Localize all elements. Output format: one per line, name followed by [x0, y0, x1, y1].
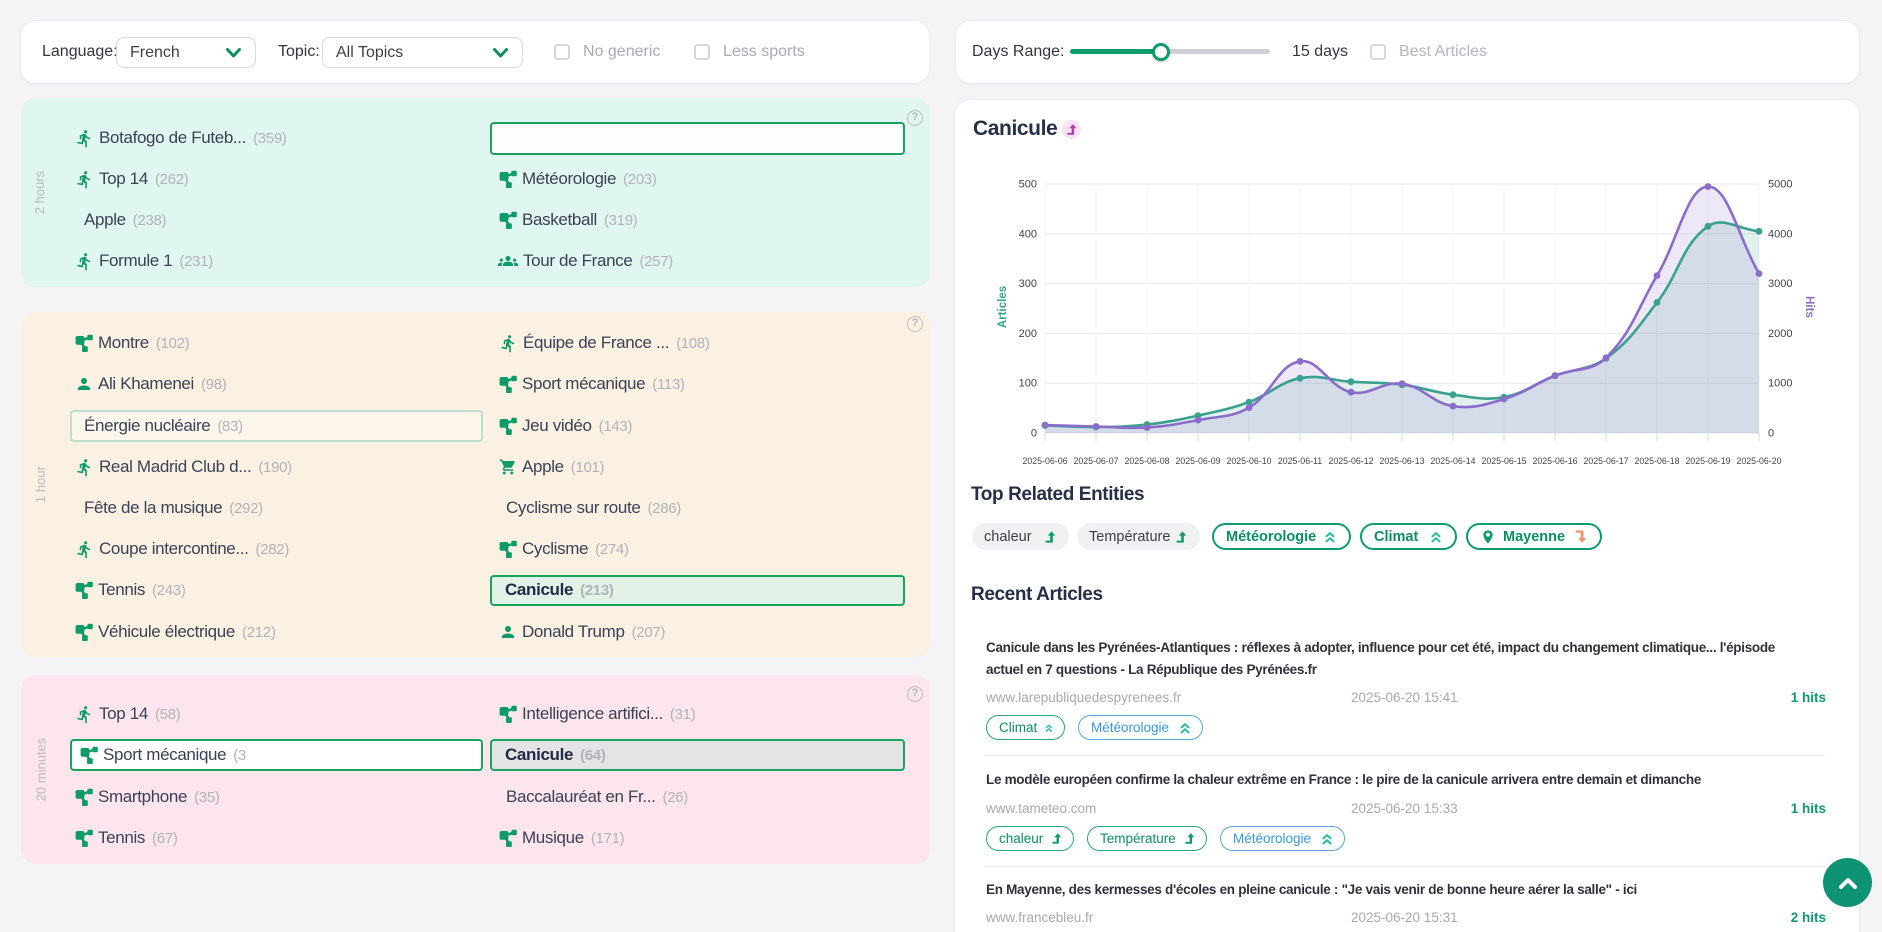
svg-text:2025-06-11: 2025-06-11: [1278, 456, 1322, 466]
svg-text:2025-06-16: 2025-06-16: [1533, 456, 1578, 466]
svg-text:2025-06-08: 2025-06-08: [1125, 456, 1170, 466]
svg-text:500: 500: [1019, 179, 1037, 191]
svg-text:0: 0: [1031, 428, 1037, 440]
svg-text:2025-06-18: 2025-06-18: [1635, 456, 1680, 466]
svg-text:2000: 2000: [1768, 328, 1792, 340]
svg-text:5000: 5000: [1768, 179, 1792, 191]
svg-text:Articles: Articles: [997, 286, 1009, 328]
svg-text:300: 300: [1019, 278, 1037, 290]
svg-text:4000: 4000: [1768, 228, 1792, 240]
svg-text:Hits: Hits: [1803, 296, 1815, 318]
svg-text:2025-06-14: 2025-06-14: [1431, 456, 1476, 466]
svg-text:2025-06-09: 2025-06-09: [1176, 456, 1221, 466]
svg-text:1000: 1000: [1768, 378, 1792, 390]
svg-text:2025-06-10: 2025-06-10: [1227, 456, 1272, 466]
svg-text:2025-06-13: 2025-06-13: [1380, 456, 1425, 466]
svg-text:2025-06-15: 2025-06-15: [1482, 456, 1527, 466]
svg-text:3000: 3000: [1768, 278, 1792, 290]
svg-text:2025-06-17: 2025-06-17: [1584, 456, 1629, 466]
svg-text:2025-06-06: 2025-06-06: [1023, 456, 1068, 466]
svg-text:2025-06-07: 2025-06-07: [1074, 456, 1119, 466]
svg-text:100: 100: [1019, 378, 1037, 390]
svg-text:400: 400: [1019, 228, 1037, 240]
svg-text:2025-06-20: 2025-06-20: [1737, 456, 1782, 466]
svg-text:200: 200: [1019, 328, 1037, 340]
svg-text:2025-06-12: 2025-06-12: [1329, 456, 1374, 466]
svg-text:0: 0: [1768, 428, 1774, 440]
svg-text:2025-06-19: 2025-06-19: [1686, 456, 1731, 466]
